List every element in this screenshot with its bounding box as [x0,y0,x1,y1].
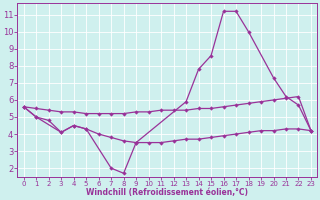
X-axis label: Windchill (Refroidissement éolien,°C): Windchill (Refroidissement éolien,°C) [86,188,248,197]
